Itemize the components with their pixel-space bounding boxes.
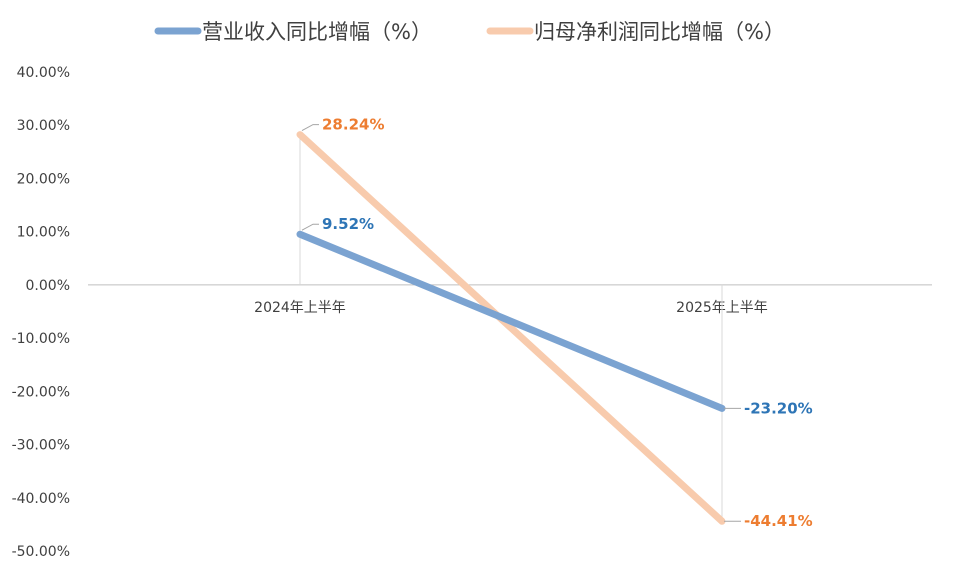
legend-item: 营业收入同比增幅（%）	[154, 20, 432, 44]
x-axis: 2024年上半年 2025年上半年	[88, 134, 932, 522]
series-line	[296, 131, 726, 525]
data-label-leader	[301, 124, 319, 132]
series-line	[296, 230, 726, 412]
data-label: -44.41%	[744, 512, 813, 530]
x-tick-label: 2024年上半年	[254, 300, 346, 316]
data-labels: 9.52% -23.20% 28.24% -44.41%	[301, 116, 813, 530]
y-tick-label: 20.00%	[17, 171, 70, 187]
y-tick-label: -40.00%	[12, 491, 70, 507]
y-tick-label: -30.00%	[12, 438, 70, 454]
legend-item: 归母净利润同比增幅（%）	[486, 20, 785, 44]
y-tick-label: -20.00%	[12, 384, 70, 400]
y-tick-label: -50.00%	[12, 544, 70, 560]
legend-label: 营业收入同比增幅（%）	[202, 20, 432, 44]
data-label: 28.24%	[322, 116, 384, 134]
y-tick-label: 30.00%	[17, 118, 70, 134]
y-tick-label: 10.00%	[17, 225, 70, 241]
data-label: 9.52%	[322, 215, 374, 233]
series-group	[296, 131, 726, 525]
data-label-leader	[301, 223, 319, 231]
data-label: -23.20%	[744, 399, 813, 417]
legend-label: 归母净利润同比增幅（%）	[534, 20, 785, 44]
y-tick-label: -10.00%	[12, 331, 70, 347]
y-axis: 40.00% 30.00% 20.00% 10.00% 0.00% -10.00% -20.…	[12, 65, 70, 560]
y-tick-label: 0.00%	[26, 278, 70, 294]
legend: 营业收入同比增幅（%） 归母净利润同比增幅（%）	[154, 20, 785, 44]
y-tick-label: 40.00%	[17, 65, 70, 81]
